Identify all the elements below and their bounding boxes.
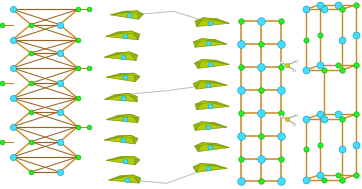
Polygon shape	[120, 156, 140, 160]
Polygon shape	[200, 164, 227, 168]
Polygon shape	[104, 135, 131, 140]
Polygon shape	[110, 11, 138, 15]
Polygon shape	[109, 175, 133, 180]
Polygon shape	[197, 101, 229, 110]
Polygon shape	[198, 60, 230, 68]
Polygon shape	[131, 135, 138, 144]
Polygon shape	[203, 18, 229, 23]
Polygon shape	[105, 93, 128, 99]
Polygon shape	[130, 52, 138, 60]
Polygon shape	[117, 114, 139, 118]
Polygon shape	[120, 73, 140, 77]
Polygon shape	[131, 31, 140, 40]
Polygon shape	[128, 93, 137, 102]
Polygon shape	[134, 156, 140, 165]
Polygon shape	[202, 122, 227, 127]
Polygon shape	[195, 18, 218, 21]
Polygon shape	[193, 122, 216, 125]
Polygon shape	[203, 101, 229, 106]
Polygon shape	[104, 135, 135, 144]
Polygon shape	[109, 175, 139, 183]
Polygon shape	[193, 164, 200, 172]
Polygon shape	[194, 60, 202, 68]
Polygon shape	[194, 60, 216, 63]
Polygon shape	[195, 122, 227, 130]
Polygon shape	[202, 39, 227, 44]
Polygon shape	[193, 39, 202, 47]
Polygon shape	[106, 73, 135, 82]
Polygon shape	[117, 31, 140, 34]
Polygon shape	[194, 143, 202, 152]
Polygon shape	[117, 135, 138, 139]
Polygon shape	[196, 164, 227, 172]
Polygon shape	[198, 143, 230, 152]
Polygon shape	[202, 60, 230, 64]
Polygon shape	[195, 39, 227, 47]
Polygon shape	[138, 11, 143, 19]
Polygon shape	[193, 81, 215, 84]
Polygon shape	[106, 31, 138, 40]
Polygon shape	[194, 143, 216, 146]
Polygon shape	[131, 114, 139, 123]
Polygon shape	[106, 114, 138, 123]
Polygon shape	[119, 175, 141, 178]
Polygon shape	[123, 11, 143, 14]
Polygon shape	[110, 11, 139, 19]
Polygon shape	[193, 164, 215, 167]
Polygon shape	[106, 114, 131, 120]
Polygon shape	[197, 18, 229, 26]
Polygon shape	[106, 156, 135, 165]
Polygon shape	[195, 101, 218, 104]
Polygon shape	[133, 175, 141, 183]
Polygon shape	[106, 31, 131, 36]
Polygon shape	[104, 52, 136, 60]
Polygon shape	[200, 81, 227, 85]
Polygon shape	[105, 93, 137, 102]
Polygon shape	[195, 101, 203, 110]
Polygon shape	[193, 122, 202, 130]
Polygon shape	[193, 81, 200, 89]
Polygon shape	[106, 156, 134, 160]
Polygon shape	[195, 18, 203, 26]
Polygon shape	[106, 73, 134, 77]
Polygon shape	[115, 52, 138, 55]
Polygon shape	[114, 93, 137, 96]
Polygon shape	[193, 39, 216, 42]
Polygon shape	[104, 52, 130, 57]
Polygon shape	[202, 143, 230, 148]
Polygon shape	[196, 81, 227, 89]
Polygon shape	[134, 73, 140, 82]
